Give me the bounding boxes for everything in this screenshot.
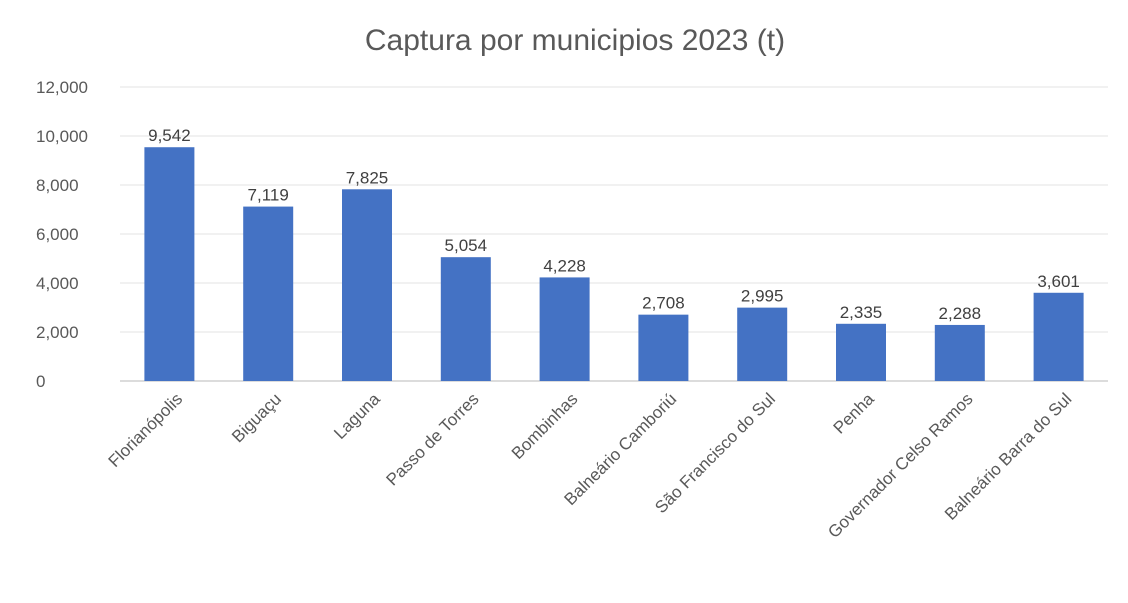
data-label: 2,288	[939, 304, 982, 323]
x-tick-label: Bombinhas	[508, 389, 582, 463]
y-tick-label: 6,000	[36, 225, 79, 244]
data-label: 9,542	[148, 126, 191, 145]
y-tick-label: 0	[36, 372, 45, 391]
bar	[934, 324, 985, 381]
bar	[440, 257, 491, 381]
bar	[737, 307, 788, 381]
data-label: 2,335	[840, 303, 883, 322]
chart-title: Captura por municipios 2023 (t)	[365, 24, 785, 57]
x-tick-label: Balneário Camboriú	[561, 389, 681, 509]
y-tick-label: 8,000	[36, 176, 79, 195]
y-tick-label: 12,000	[36, 78, 88, 97]
y-tick-label: 10,000	[36, 127, 88, 146]
x-tick-label: Biguaçu	[228, 389, 285, 446]
bar	[342, 189, 392, 381]
y-tick-label: 2,000	[36, 323, 79, 342]
bars	[144, 147, 1084, 381]
bar	[638, 314, 689, 381]
bar	[144, 147, 195, 381]
bar	[1033, 292, 1084, 381]
data-label: 7,119	[248, 186, 289, 205]
y-tick-label: 4,000	[36, 274, 79, 293]
bar	[836, 323, 886, 381]
data-label: 5,054	[445, 236, 488, 255]
bar	[539, 277, 590, 381]
data-label: 2,995	[741, 287, 784, 306]
data-labels: 9,542 7,119 7,825 5,054 4,228 2,708 2,995 2,335…	[148, 126, 1080, 323]
x-tick-label: Florianópolis	[105, 389, 187, 471]
x-tick-label: Penha	[830, 389, 879, 438]
y-axis-ticks: 0 2,000 4,000 6,000 8,000 10,000 12,000	[36, 78, 88, 391]
data-label: 2,708	[642, 294, 685, 313]
data-label: 4,228	[543, 256, 586, 275]
x-tick-label: Laguna	[330, 389, 384, 443]
x-tick-label: Passo de Torres	[383, 389, 483, 489]
bar	[243, 206, 294, 381]
data-label: 7,825	[346, 168, 389, 187]
data-label: 3,601	[1037, 272, 1080, 291]
